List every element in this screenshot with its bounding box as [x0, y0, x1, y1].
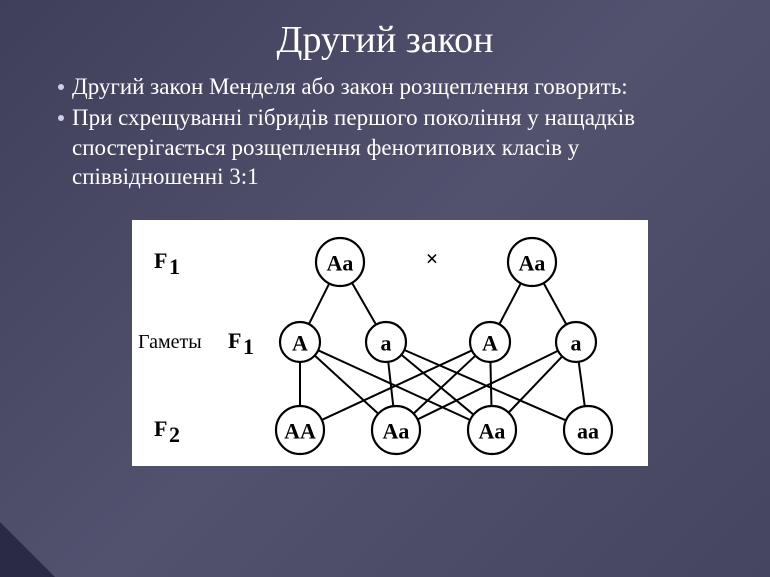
- node-G1a: a: [366, 322, 406, 362]
- label-f2-sub: 2: [169, 422, 180, 447]
- diagram-svg: AaAaAaAaAAAaAaaaF1ГаметыF1F2×: [132, 220, 648, 466]
- svg-text:a: a: [571, 330, 582, 355]
- cross-icon: ×: [426, 246, 439, 271]
- edge: [499, 283, 521, 324]
- slide-title: Другий закон: [50, 18, 720, 62]
- label-gametes-sub: 1: [243, 334, 254, 359]
- edge: [579, 362, 585, 406]
- nodes: AaAaAaAaAAAaAaaa: [276, 238, 612, 454]
- node-F2_2: Aa: [372, 406, 420, 454]
- edge: [414, 355, 476, 413]
- slide: Другий закон Другий закон Менделя або за…: [0, 0, 770, 466]
- bullet-item: При схрещуванні гібридів першого поколін…: [58, 103, 720, 191]
- punnett-diagram: AaAaAaAaAAAaAaaaF1ГаметыF1F2×: [132, 220, 648, 466]
- node-F2_4: aa: [564, 406, 612, 454]
- svg-text:Aa: Aa: [327, 250, 354, 275]
- label-f2: F: [154, 416, 167, 441]
- svg-text:Aa: Aa: [519, 250, 546, 275]
- label-f1: F: [154, 248, 167, 273]
- edges: [300, 283, 585, 421]
- svg-text:Aa: Aa: [479, 418, 506, 443]
- node-F2_1: AA: [276, 406, 324, 454]
- svg-text:a: a: [381, 330, 392, 355]
- node-P2: Aa: [508, 238, 556, 286]
- node-F2_3: Aa: [468, 406, 516, 454]
- svg-text:Aa: Aa: [383, 418, 410, 443]
- corner-fold-icon: [0, 522, 55, 577]
- bullet-list: Другий закон Менделя або закон розщеплен…: [50, 72, 720, 192]
- svg-text:A: A: [482, 330, 498, 355]
- edge: [352, 283, 376, 325]
- label-f1-sub: 1: [169, 254, 180, 279]
- label-gametes: Гаметы: [138, 331, 202, 353]
- svg-text:AA: AA: [284, 418, 316, 443]
- node-G2a: a: [556, 322, 596, 362]
- label-gametes-f: F: [228, 328, 241, 353]
- node-P1: Aa: [316, 238, 364, 286]
- node-G2A: A: [470, 322, 510, 362]
- edge: [544, 283, 567, 324]
- node-G1A: A: [280, 322, 320, 362]
- svg-text:aa: aa: [577, 418, 599, 443]
- bullet-item: Другий закон Менделя або закон розщеплен…: [58, 72, 720, 101]
- edge: [309, 283, 329, 324]
- svg-text:A: A: [292, 330, 308, 355]
- edge: [509, 356, 563, 412]
